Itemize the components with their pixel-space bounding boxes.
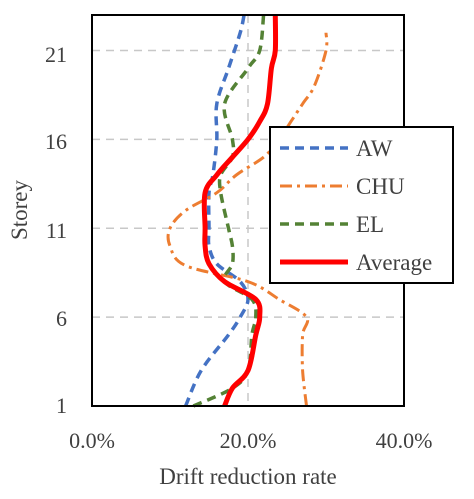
- x-tick-label: 40.0%: [376, 428, 433, 453]
- legend-box: [269, 126, 454, 284]
- x-tick-label: 0.0%: [69, 428, 115, 453]
- y-tick-label: 21: [45, 42, 67, 67]
- y-tick-label: 1: [56, 393, 67, 418]
- series-lines: [166, 14, 329, 408]
- y-tick-label: 11: [46, 218, 67, 243]
- x-axis-title: Drift reduction rate: [159, 464, 337, 489]
- y-tick-label: 16: [45, 129, 67, 154]
- x-tick-label: 20.0%: [220, 428, 277, 453]
- series-line-aw: [183, 14, 250, 407]
- legend-label-chu: CHU: [356, 174, 405, 199]
- series-line-average: [201, 14, 279, 407]
- series-line-chu: [166, 32, 329, 407]
- legend-label-el: EL: [356, 212, 384, 237]
- legend-label-average: Average: [356, 250, 432, 275]
- legend: AW CHU EL Average: [269, 126, 454, 284]
- y-axis-title: Storey: [7, 179, 32, 240]
- y-tick-label: 6: [56, 306, 67, 331]
- series-line-el: [192, 14, 266, 408]
- legend-label-aw: AW: [356, 136, 393, 161]
